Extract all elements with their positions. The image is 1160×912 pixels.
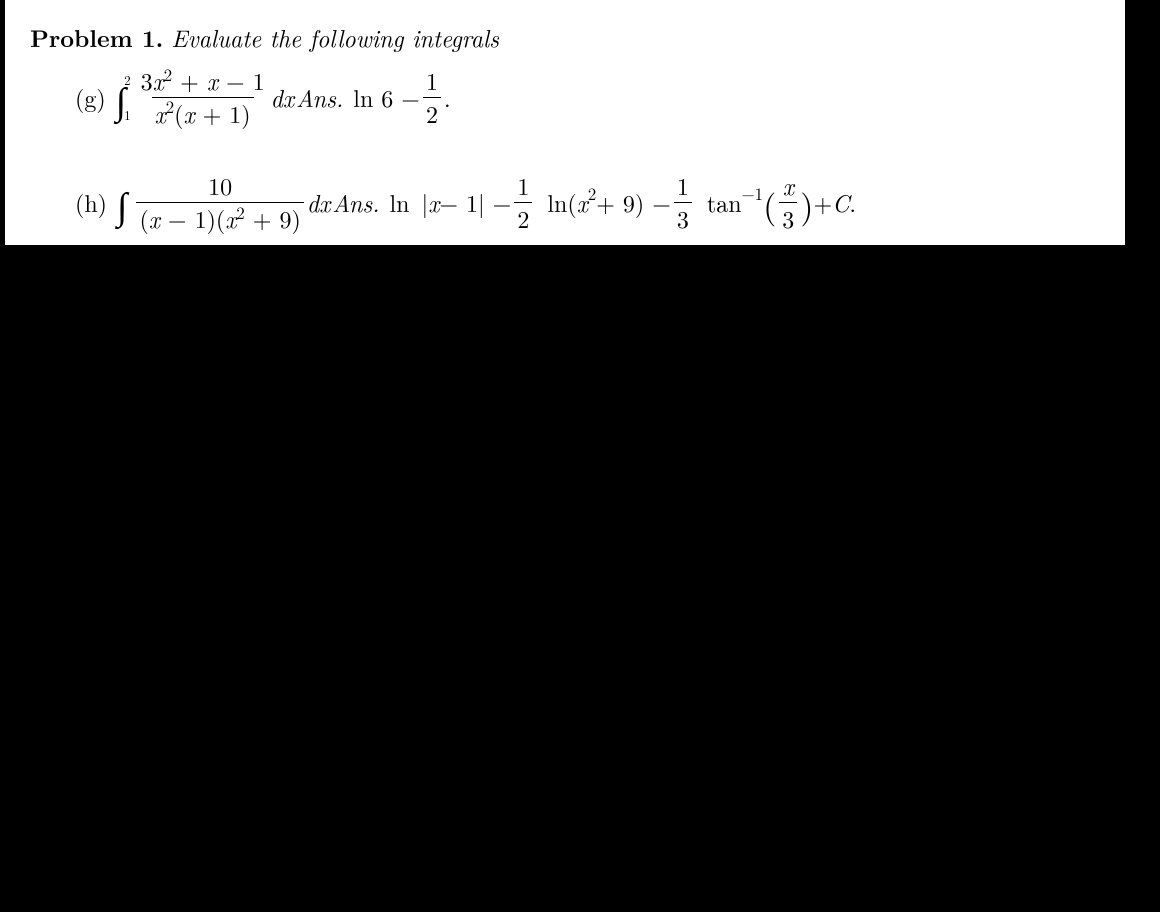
differential: dx	[307, 185, 330, 219]
item-g: (g) ∫ 2 1 3x2 + x − 1 x2(x + 1) dx Ans. …	[75, 67, 1100, 127]
frac-num: 1	[674, 172, 692, 202]
problem-number: Problem 1.	[30, 21, 163, 55]
frac-den: 3	[674, 202, 692, 233]
item-h: (h) ∫ 10 (x − 1)(x2 + 9) dx Ans. ln |x −…	[75, 172, 1100, 232]
ans-label: Ans.	[332, 185, 379, 219]
item-h-label: (h)	[75, 185, 107, 219]
frac-num: 1	[423, 67, 441, 97]
frac-1-3: 1 3	[674, 172, 692, 232]
document-page: Problem 1. Evaluate the following integr…	[5, 0, 1125, 245]
integrand-fraction: 10 (x − 1)(x2 + 9)	[136, 172, 303, 232]
problem-header: Problem 1. Evaluate the following integr…	[30, 20, 1100, 55]
integral-sign: ∫	[116, 80, 126, 118]
frac-den: 2	[423, 97, 441, 128]
item-g-label: (g)	[75, 80, 106, 114]
integral-sign: ∫	[117, 185, 127, 223]
ans-label: Ans.	[296, 80, 343, 114]
item-h-integral: ∫ 10 (x − 1)(x2 + 9) dx	[117, 172, 330, 232]
frac-1-2: 1 2	[514, 172, 532, 232]
item-h-answer: ln |x − 1| − 1 2 ln(x2 + 9) − 1 3 tan−1(…	[390, 172, 857, 232]
item-g-answer: ln 6 − 1 2 .	[353, 67, 450, 127]
differential: dx	[271, 80, 294, 114]
answer-fraction: 1 2	[423, 67, 441, 127]
frac-den: 2	[514, 202, 532, 233]
problem-prompt: Evaluate the following integrals	[171, 20, 499, 54]
frac-x-3: x 3	[779, 172, 797, 232]
numerator: 3x2 + x − 1	[138, 67, 268, 97]
denominator: (x − 1)(x2 + 9)	[136, 202, 303, 233]
frac-num: 1	[514, 172, 532, 202]
denominator: x2(x + 1)	[152, 97, 254, 128]
integrand-fraction: 3x2 + x − 1 x2(x + 1)	[138, 67, 268, 127]
frac-den: 3	[779, 202, 797, 233]
frac-num: x	[780, 172, 797, 202]
numerator: 10	[205, 172, 235, 202]
item-g-integral: ∫ 2 1 3x2 + x − 1 x2(x + 1) dx	[116, 67, 294, 127]
